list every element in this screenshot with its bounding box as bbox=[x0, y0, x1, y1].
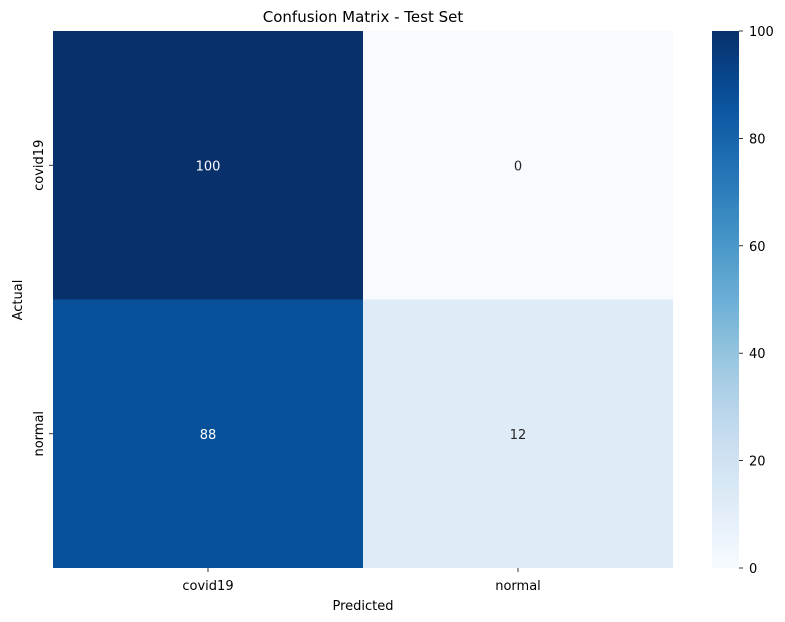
heatmap-cell bbox=[53, 299, 363, 568]
y-axis-ticks: covid19 normal bbox=[32, 140, 53, 457]
y-tick-label: normal bbox=[32, 411, 47, 457]
colorbar-ticks: 0 20 40 60 80 100 bbox=[739, 25, 774, 577]
colorbar-tick-label: 100 bbox=[749, 25, 774, 40]
heatmap-cell bbox=[363, 31, 673, 300]
cell-value-label: 12 bbox=[510, 428, 527, 443]
heatmap-cells: 100 0 88 12 bbox=[53, 31, 673, 568]
x-tick-label: normal bbox=[495, 579, 541, 594]
y-tick-label: covid19 bbox=[32, 140, 47, 191]
chart-title: Confusion Matrix - Test Set bbox=[263, 8, 464, 26]
x-axis-label: Predicted bbox=[332, 599, 393, 614]
colorbar-tick-label: 60 bbox=[749, 240, 766, 255]
colorbar bbox=[712, 31, 739, 568]
heatmap-cell bbox=[53, 31, 363, 300]
x-axis-ticks: covid19 normal bbox=[182, 568, 541, 594]
y-axis-label: Actual bbox=[11, 280, 26, 321]
cell-value-label: 0 bbox=[514, 159, 522, 174]
colorbar-tick-label: 0 bbox=[749, 562, 757, 577]
colorbar-tick-label: 40 bbox=[749, 347, 766, 362]
x-tick-label: covid19 bbox=[182, 579, 233, 594]
cell-value-label: 100 bbox=[196, 159, 221, 174]
colorbar-tick-label: 80 bbox=[749, 132, 766, 147]
cell-value-label: 88 bbox=[200, 428, 217, 443]
colorbar-tick-label: 20 bbox=[749, 455, 766, 470]
heatmap-cell bbox=[363, 299, 673, 568]
